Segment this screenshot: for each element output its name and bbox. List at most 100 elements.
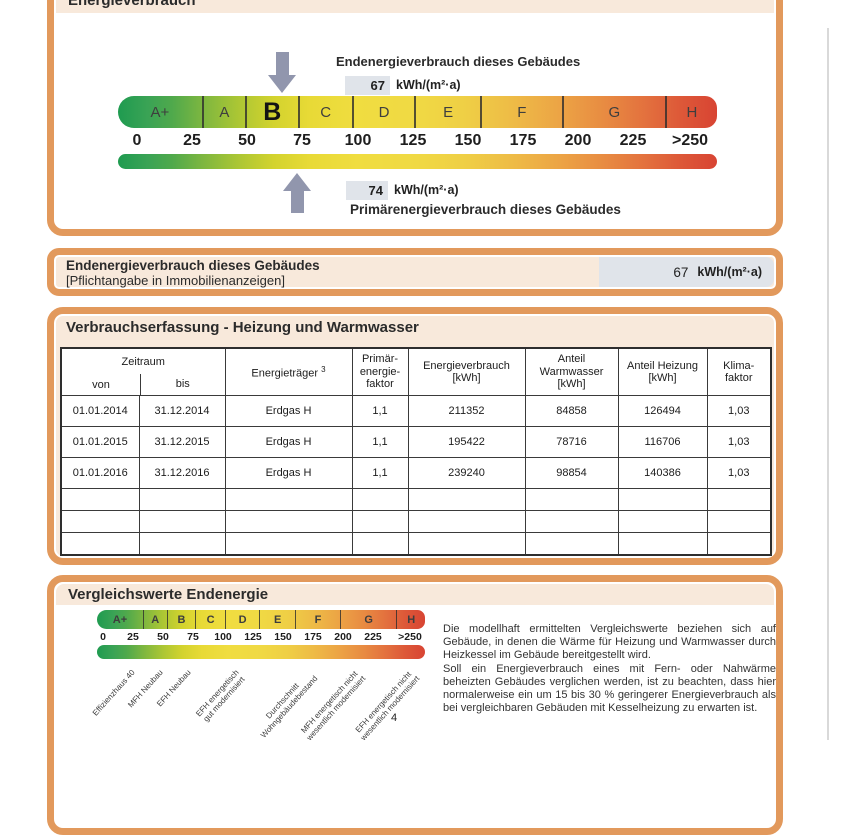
energy-gradient-bar <box>118 154 717 169</box>
section4-title: Vergleichswerte Endenergie <box>68 586 269 603</box>
class-label: E <box>443 103 454 121</box>
cell-heizung: 126494 <box>617 395 708 427</box>
class-segment-d: D <box>224 610 259 629</box>
note-paragraph-1: Die modellhaft ermittelten Vergleichswer… <box>443 623 776 662</box>
tick-200: 200 <box>564 132 592 149</box>
tick-50: 50 <box>238 132 256 149</box>
tick-250plus: >250 <box>398 631 422 643</box>
cell-warmwasser: 84858 <box>524 395 619 427</box>
cell-bis: 31.12.2014 <box>138 395 226 427</box>
scan-artifact-line <box>827 28 829 740</box>
class-label: D <box>378 103 390 121</box>
comparison-note: Die modellhaft ermittelten Vergleichswer… <box>443 623 776 715</box>
tick-225: 225 <box>619 132 647 149</box>
section2-value-box: 67 kWh/(m²·a) <box>599 257 774 287</box>
class-segment-c: C <box>195 610 225 629</box>
class-segment-aplus: A+ <box>112 613 128 626</box>
class-label: A+ <box>150 103 170 121</box>
section1-header-band: Energieverbrauch <box>56 0 774 13</box>
tick-0: 0 <box>132 132 142 149</box>
class-segment-f: F <box>295 610 340 629</box>
comparison-class-band: A+ A B C D E F G H <box>97 610 425 629</box>
cell-klimafaktor: 1,03 <box>706 395 772 427</box>
header-zeitraum: Zeitraum von bis <box>60 347 226 396</box>
table-header-row: Zeitraum von bis Energieträger 3 Primär-… <box>60 347 772 396</box>
section4-header-band: Vergleichswerte Endenergie <box>56 584 774 605</box>
energy-class-band: A+ A B C D E F G H <box>118 96 717 128</box>
cell-pef: 1,1 <box>351 395 409 427</box>
cell-verbrauch: 211352 <box>407 395 526 427</box>
table-row-empty <box>60 488 772 511</box>
tick-175: 175 <box>509 132 537 149</box>
class-label: C <box>320 103 332 121</box>
class-segment-g: G <box>340 610 396 629</box>
table-row: 01.01.2014 31.12.2014 Erdgas H 1,1 21135… <box>60 395 772 427</box>
energy-scale-ticks: 0 25 50 75 100 125 150 175 200 225 >250 <box>118 128 717 154</box>
tick-250plus: >250 <box>671 132 709 149</box>
end-energy-unit: kWh/(m²·a) <box>396 78 461 92</box>
section2-title: Endenergieverbrauch dieses Gebäudes <box>66 258 320 273</box>
class-label: A <box>219 103 230 121</box>
class-segment-h: H <box>664 96 717 128</box>
primary-energy-value-box: 74 <box>346 181 388 200</box>
primary-energy-label: Primärenergieverbrauch dieses Gebäudes <box>350 202 621 217</box>
header-klimafaktor: Klima- faktor <box>706 347 772 396</box>
tick-225: 225 <box>364 631 382 643</box>
cell-von: 01.01.2016 <box>60 457 140 489</box>
primary-energy-unit: kWh/(m²·a) <box>394 183 459 197</box>
class-label: G <box>608 103 621 121</box>
arrow-stem <box>291 191 304 213</box>
class-label-current: B <box>263 97 282 126</box>
class-segment-d: D <box>351 96 415 128</box>
class-segment-f: F <box>479 96 562 128</box>
table-row: 01.01.2015 31.12.2015 Erdgas H 1,1 19542… <box>60 426 772 458</box>
class-segment-a: A <box>201 96 245 128</box>
comparison-scale: A+ A B C D E F G H 0 25 50 75 100 125 15… <box>97 610 425 659</box>
note-paragraph-2: Soll ein Energieverbrauch eines mit Fern… <box>443 662 776 715</box>
tick-25: 25 <box>127 631 139 643</box>
cell-klimafaktor: 1,03 <box>706 457 772 489</box>
consumption-table: Zeitraum von bis Energieträger 3 Primär-… <box>60 347 772 556</box>
tick-150: 150 <box>454 132 482 149</box>
end-energy-label: Endenergieverbrauch dieses Gebäudes <box>336 54 581 69</box>
cell-energietraeger: Erdgas H <box>224 426 353 458</box>
class-segment-c: C <box>297 96 352 128</box>
table-row-empty <box>60 510 772 533</box>
cell-bis: 31.12.2015 <box>138 426 226 458</box>
energy-scale: A+ A B C D E F G H 0 25 50 75 100 125 15… <box>118 96 717 169</box>
section3-title: Verbrauchserfassung - Heizung und Warmwa… <box>66 319 419 336</box>
tick-200: 200 <box>334 631 352 643</box>
primary-energy-value: 74 <box>368 183 383 198</box>
section1-title: Energieverbrauch <box>68 0 196 9</box>
zeitraum-label: Zeitraum <box>121 355 165 368</box>
cell-klimafaktor: 1,03 <box>706 426 772 458</box>
header-energietraeger: Energieträger 3 <box>224 347 353 396</box>
comparison-gradient-bar <box>97 645 425 659</box>
cell-von: 01.01.2014 <box>60 395 140 427</box>
tick-0: 0 <box>100 631 106 643</box>
cell-warmwasser: 78716 <box>524 426 619 458</box>
benchmark-efh-gut-modernisiert: EFH energetisch gut modernisiert <box>194 668 247 724</box>
class-segment-aplus: A+ <box>118 96 202 128</box>
header-energieverbrauch: Energieverbrauch [kWh] <box>407 347 526 396</box>
cell-von: 01.01.2015 <box>60 426 140 458</box>
class-segment-a: A <box>142 610 167 629</box>
cell-energietraeger: Erdgas H <box>224 395 353 427</box>
end-energy-value-box: 67 <box>345 76 390 95</box>
arrow-stem <box>276 52 289 75</box>
class-segment-e: E <box>259 610 295 629</box>
section-energieverbrauch: Energieverbrauch Endenergieverbrauch die… <box>47 0 783 236</box>
von-label: von <box>92 378 110 391</box>
section2-subtitle: [Pflichtangabe in Immobilienanzeigen] <box>66 273 285 288</box>
page-number: 4 <box>391 712 398 724</box>
cell-warmwasser: 98854 <box>524 457 619 489</box>
class-segment-b-current: B <box>244 96 298 128</box>
end-energy-value: 67 <box>370 78 385 93</box>
tick-100: 100 <box>214 631 232 643</box>
header-primaerenergiefaktor: Primär- energie- faktor <box>351 347 409 396</box>
class-segment-g: G <box>561 96 665 128</box>
tick-150: 150 <box>274 631 292 643</box>
section-endenergieverbrauch: Endenergieverbrauch dieses Gebäudes [Pfl… <box>47 248 783 296</box>
benchmark-effizienzhaus-40: Effizienzhaus 40 <box>90 668 137 718</box>
cell-verbrauch: 195422 <box>407 426 526 458</box>
